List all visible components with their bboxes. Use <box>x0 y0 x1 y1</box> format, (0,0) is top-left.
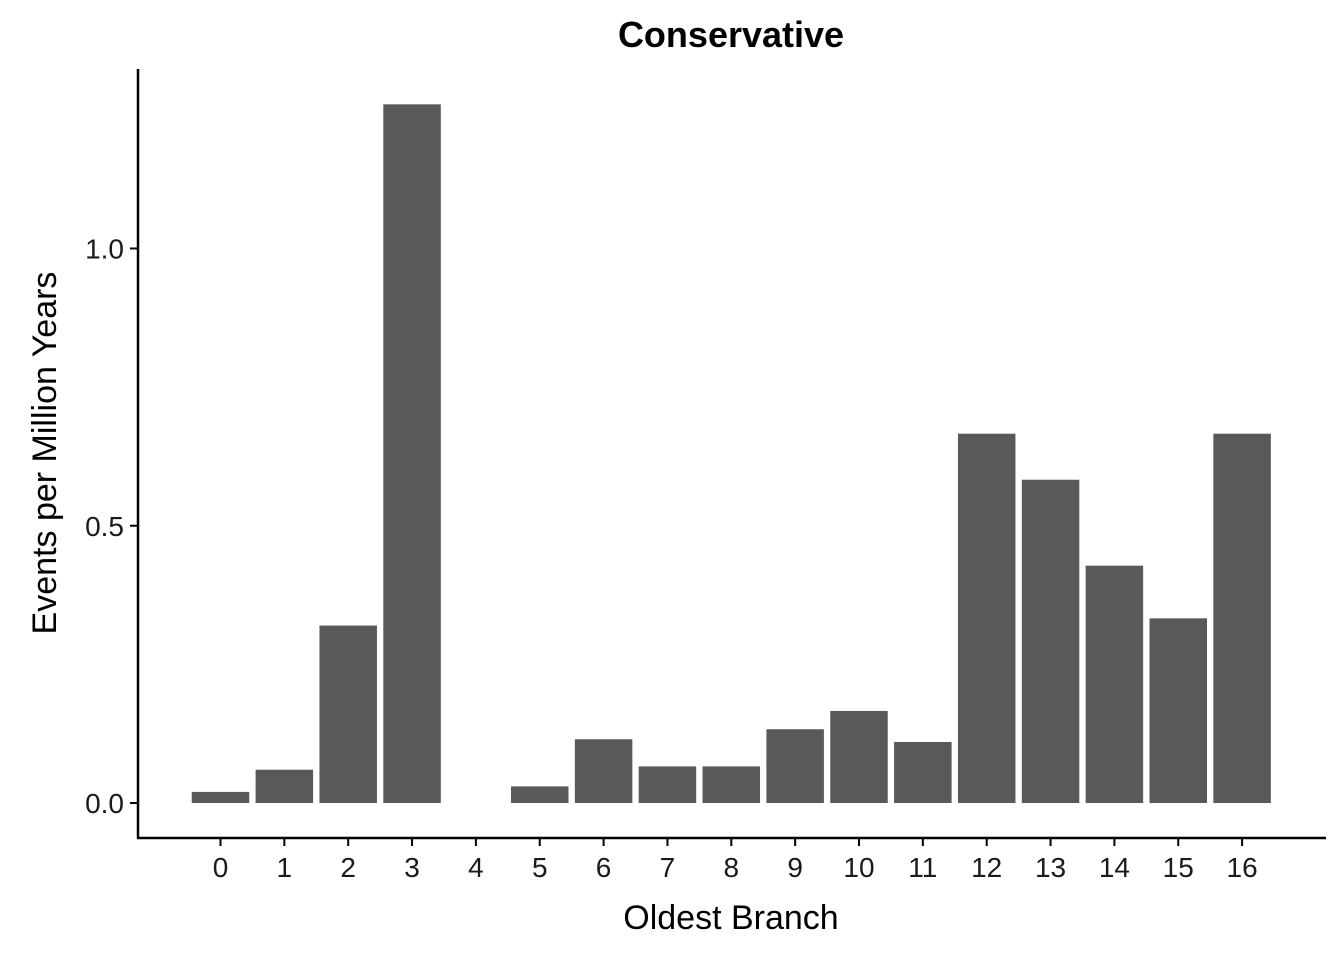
x-tick-label-14: 14 <box>1099 852 1130 883</box>
y-tick-label-1.0: 1.0 <box>85 234 124 265</box>
x-tick-label-10: 10 <box>843 852 874 883</box>
x-tick-label-4: 4 <box>468 852 484 883</box>
bar-8 <box>702 766 761 803</box>
bar-14 <box>1085 565 1144 803</box>
bars-group <box>191 104 1271 803</box>
x-tick-label-5: 5 <box>532 852 548 883</box>
bar-13 <box>1021 479 1080 803</box>
x-tick-label-7: 7 <box>660 852 676 883</box>
x-tick-label-8: 8 <box>724 852 740 883</box>
x-tick-label-1: 1 <box>277 852 293 883</box>
bar-3 <box>383 104 441 803</box>
x-tick-label-0: 0 <box>213 852 229 883</box>
x-tick-label-13: 13 <box>1035 852 1066 883</box>
x-tick-label-3: 3 <box>404 852 420 883</box>
x-axis-ticks: 0 1 2 3 4 5 6 7 8 9 10 11 12 13 14 15 16 <box>213 838 1258 883</box>
bar-12 <box>957 433 1016 803</box>
bar-0 <box>191 791 250 803</box>
y-tick-label-0.0: 0.0 <box>85 788 124 819</box>
y-axis-ticks: 0.0 0.5 1.0 <box>85 234 138 819</box>
y-tick-label-0.5: 0.5 <box>85 511 124 542</box>
x-tick-label-16: 16 <box>1227 852 1258 883</box>
x-axis-title: Oldest Branch <box>623 899 838 937</box>
x-tick-label-12: 12 <box>971 852 1002 883</box>
bar-10 <box>830 710 888 803</box>
x-tick-label-6: 6 <box>596 852 612 883</box>
bar-7 <box>638 766 697 803</box>
bar-5 <box>511 786 569 803</box>
x-tick-label-11: 11 <box>908 852 937 883</box>
bar-16 <box>1213 433 1271 803</box>
bar-1 <box>255 769 314 803</box>
bar-2 <box>319 625 377 803</box>
bar-9 <box>766 729 824 803</box>
bar-11 <box>894 742 952 803</box>
y-axis-title: Events per Million Years <box>26 272 64 635</box>
bar-15 <box>1149 618 1207 803</box>
x-tick-label-9: 9 <box>787 852 803 883</box>
chart-title: Conservative <box>618 14 844 55</box>
x-tick-label-15: 15 <box>1163 852 1194 883</box>
x-tick-label-2: 2 <box>340 852 356 883</box>
bar-6 <box>574 739 633 803</box>
